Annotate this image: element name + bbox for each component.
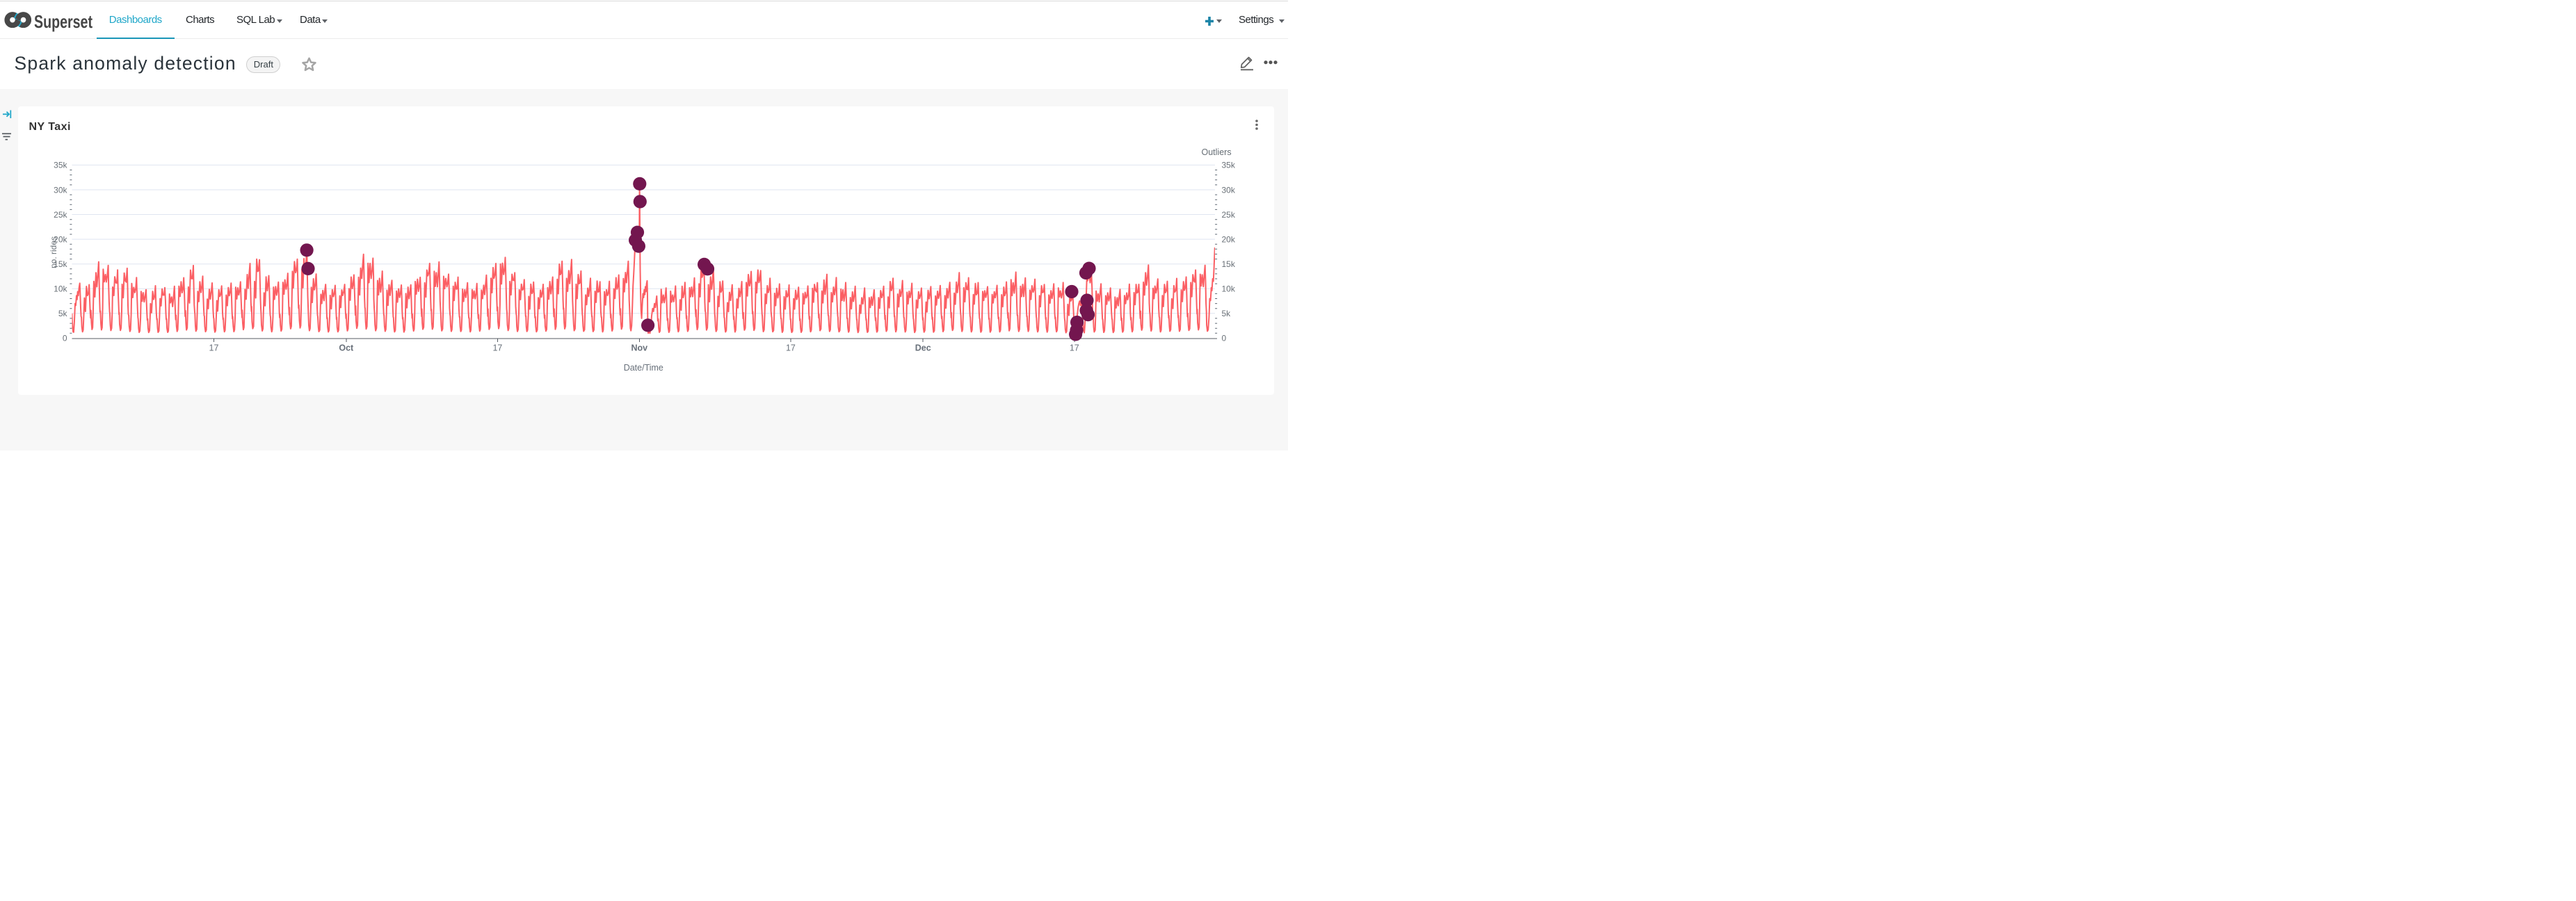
svg-text:35k: 35k — [1222, 161, 1236, 170]
svg-text:Nov: Nov — [631, 343, 647, 352]
svg-text:35k: 35k — [54, 161, 67, 170]
svg-text:5k: 5k — [58, 309, 68, 318]
svg-text:17: 17 — [209, 343, 219, 352]
svg-text:17: 17 — [1070, 343, 1079, 352]
svg-text:0: 0 — [1222, 334, 1227, 343]
svg-text:25k: 25k — [54, 210, 67, 220]
svg-text:10k: 10k — [1222, 284, 1236, 294]
svg-text:15k: 15k — [1222, 259, 1236, 269]
svg-text:Date/Time: Date/Time — [624, 363, 663, 373]
svg-text:0: 0 — [63, 334, 67, 343]
svg-text:10k: 10k — [54, 284, 67, 294]
svg-text:Outliers: Outliers — [1202, 147, 1232, 157]
svg-text:5k: 5k — [1222, 309, 1232, 318]
svg-text:no. rides: no. rides — [49, 236, 58, 268]
svg-text:20k: 20k — [54, 234, 67, 244]
svg-text:Oct: Oct — [339, 343, 354, 352]
svg-text:17: 17 — [492, 343, 502, 352]
svg-text:20k: 20k — [1222, 234, 1236, 244]
svg-text:30k: 30k — [54, 185, 67, 195]
svg-text:Dec: Dec — [915, 343, 931, 352]
svg-text:15k: 15k — [54, 259, 67, 269]
svg-text:25k: 25k — [1222, 210, 1236, 220]
svg-text:30k: 30k — [1222, 185, 1236, 195]
svg-text:17: 17 — [786, 343, 796, 352]
